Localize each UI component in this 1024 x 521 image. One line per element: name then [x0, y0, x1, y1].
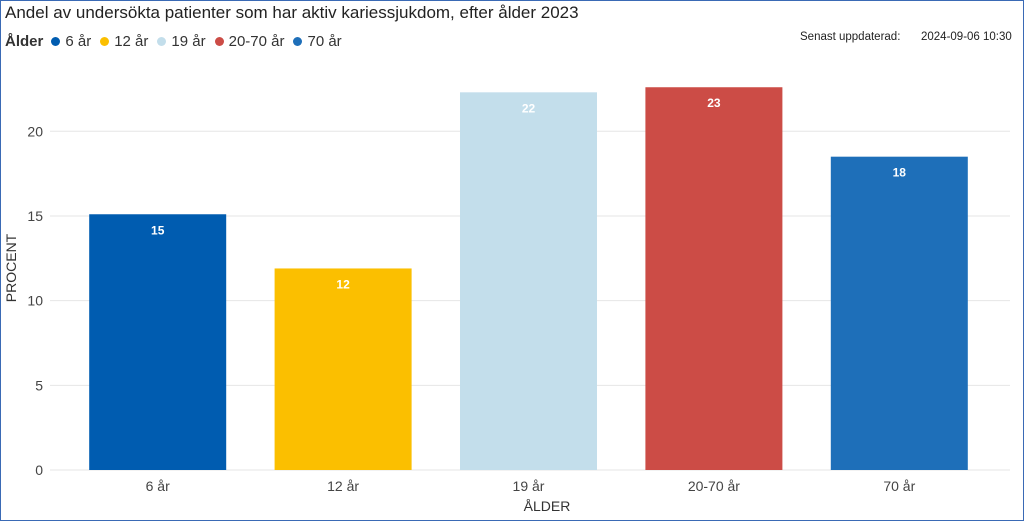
x-axis-title: ÅLDER	[524, 498, 571, 514]
x-tick-label: 70 år	[883, 478, 915, 494]
data-label: 12	[336, 277, 350, 291]
legend-marker-icon	[157, 37, 167, 46]
legend-marker-icon	[293, 37, 303, 46]
bar	[830, 156, 968, 470]
data-label: 22	[522, 101, 536, 115]
updated-label: Senast uppdaterad:	[800, 31, 901, 43]
legend-label: 19 år	[171, 33, 206, 50]
x-tick-label: 19 år	[513, 478, 545, 494]
y-tick-label: 5	[35, 377, 43, 393]
legend-item-6[interactable]: 6 år	[51, 33, 91, 50]
legend-item-70[interactable]: 70 år	[293, 33, 342, 50]
bar	[460, 92, 597, 471]
bar	[645, 87, 783, 470]
y-tick-label: 15	[27, 208, 43, 224]
chart-title: Andel av undersökta patienter som har ak…	[5, 3, 579, 22]
x-tick-label: 6 år	[146, 478, 170, 494]
legend-label: 70 år	[307, 33, 342, 50]
x-tick-label: 12 år	[327, 478, 359, 494]
bar	[274, 268, 412, 470]
data-label: 18	[893, 166, 907, 180]
legend-label: 6 år	[65, 33, 92, 50]
legend-label: 20-70 år	[228, 33, 285, 50]
legend-marker-icon	[214, 37, 224, 46]
legend-marker-icon	[51, 37, 61, 46]
bar	[89, 214, 227, 470]
legend-item-20-70[interactable]: 20-70 år	[214, 33, 285, 50]
data-label: 15	[151, 223, 165, 237]
y-tick-label: 20	[27, 123, 43, 139]
legend: Ålder 6 år 12 år 19 år 20-70 år 70 år	[5, 33, 351, 50]
legend-marker-icon	[100, 37, 110, 46]
legend-item-12[interactable]: 12 år	[100, 33, 148, 50]
y-tick-label: 0	[35, 462, 43, 478]
x-tick-label: 20-70 år	[688, 478, 740, 494]
legend-label: 12 år	[114, 33, 149, 50]
data-label: 23	[707, 96, 721, 110]
legend-item-19[interactable]: 19 år	[157, 33, 206, 50]
y-axis-title: PROCENT	[3, 233, 19, 302]
legend-title: Ålder	[5, 33, 44, 50]
y-tick-label: 10	[27, 293, 43, 309]
updated-value: 2024-09-06 10:30	[921, 31, 1012, 43]
